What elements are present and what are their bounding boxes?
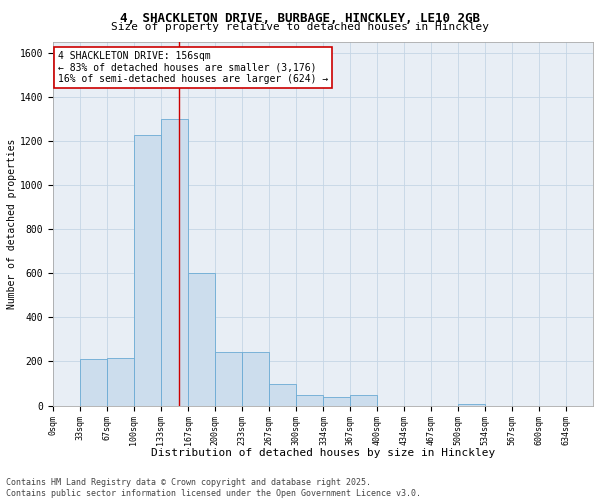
- Bar: [161, 119, 188, 406]
- Y-axis label: Number of detached properties: Number of detached properties: [7, 138, 17, 309]
- Bar: [323, 396, 350, 406]
- Bar: [242, 352, 269, 406]
- Text: 4 SHACKLETON DRIVE: 156sqm
← 83% of detached houses are smaller (3,176)
16% of s: 4 SHACKLETON DRIVE: 156sqm ← 83% of deta…: [58, 51, 329, 84]
- Bar: [80, 360, 107, 406]
- Bar: [458, 404, 485, 406]
- X-axis label: Distribution of detached houses by size in Hinckley: Distribution of detached houses by size …: [151, 448, 495, 458]
- Bar: [107, 358, 134, 406]
- Bar: [269, 384, 296, 406]
- Bar: [188, 274, 215, 406]
- Bar: [134, 134, 161, 406]
- Text: Size of property relative to detached houses in Hinckley: Size of property relative to detached ho…: [111, 22, 489, 32]
- Bar: [350, 394, 377, 406]
- Text: 4, SHACKLETON DRIVE, BURBAGE, HINCKLEY, LE10 2GB: 4, SHACKLETON DRIVE, BURBAGE, HINCKLEY, …: [120, 12, 480, 26]
- Text: Contains HM Land Registry data © Crown copyright and database right 2025.
Contai: Contains HM Land Registry data © Crown c…: [6, 478, 421, 498]
- Bar: [296, 394, 323, 406]
- Bar: [215, 352, 242, 406]
